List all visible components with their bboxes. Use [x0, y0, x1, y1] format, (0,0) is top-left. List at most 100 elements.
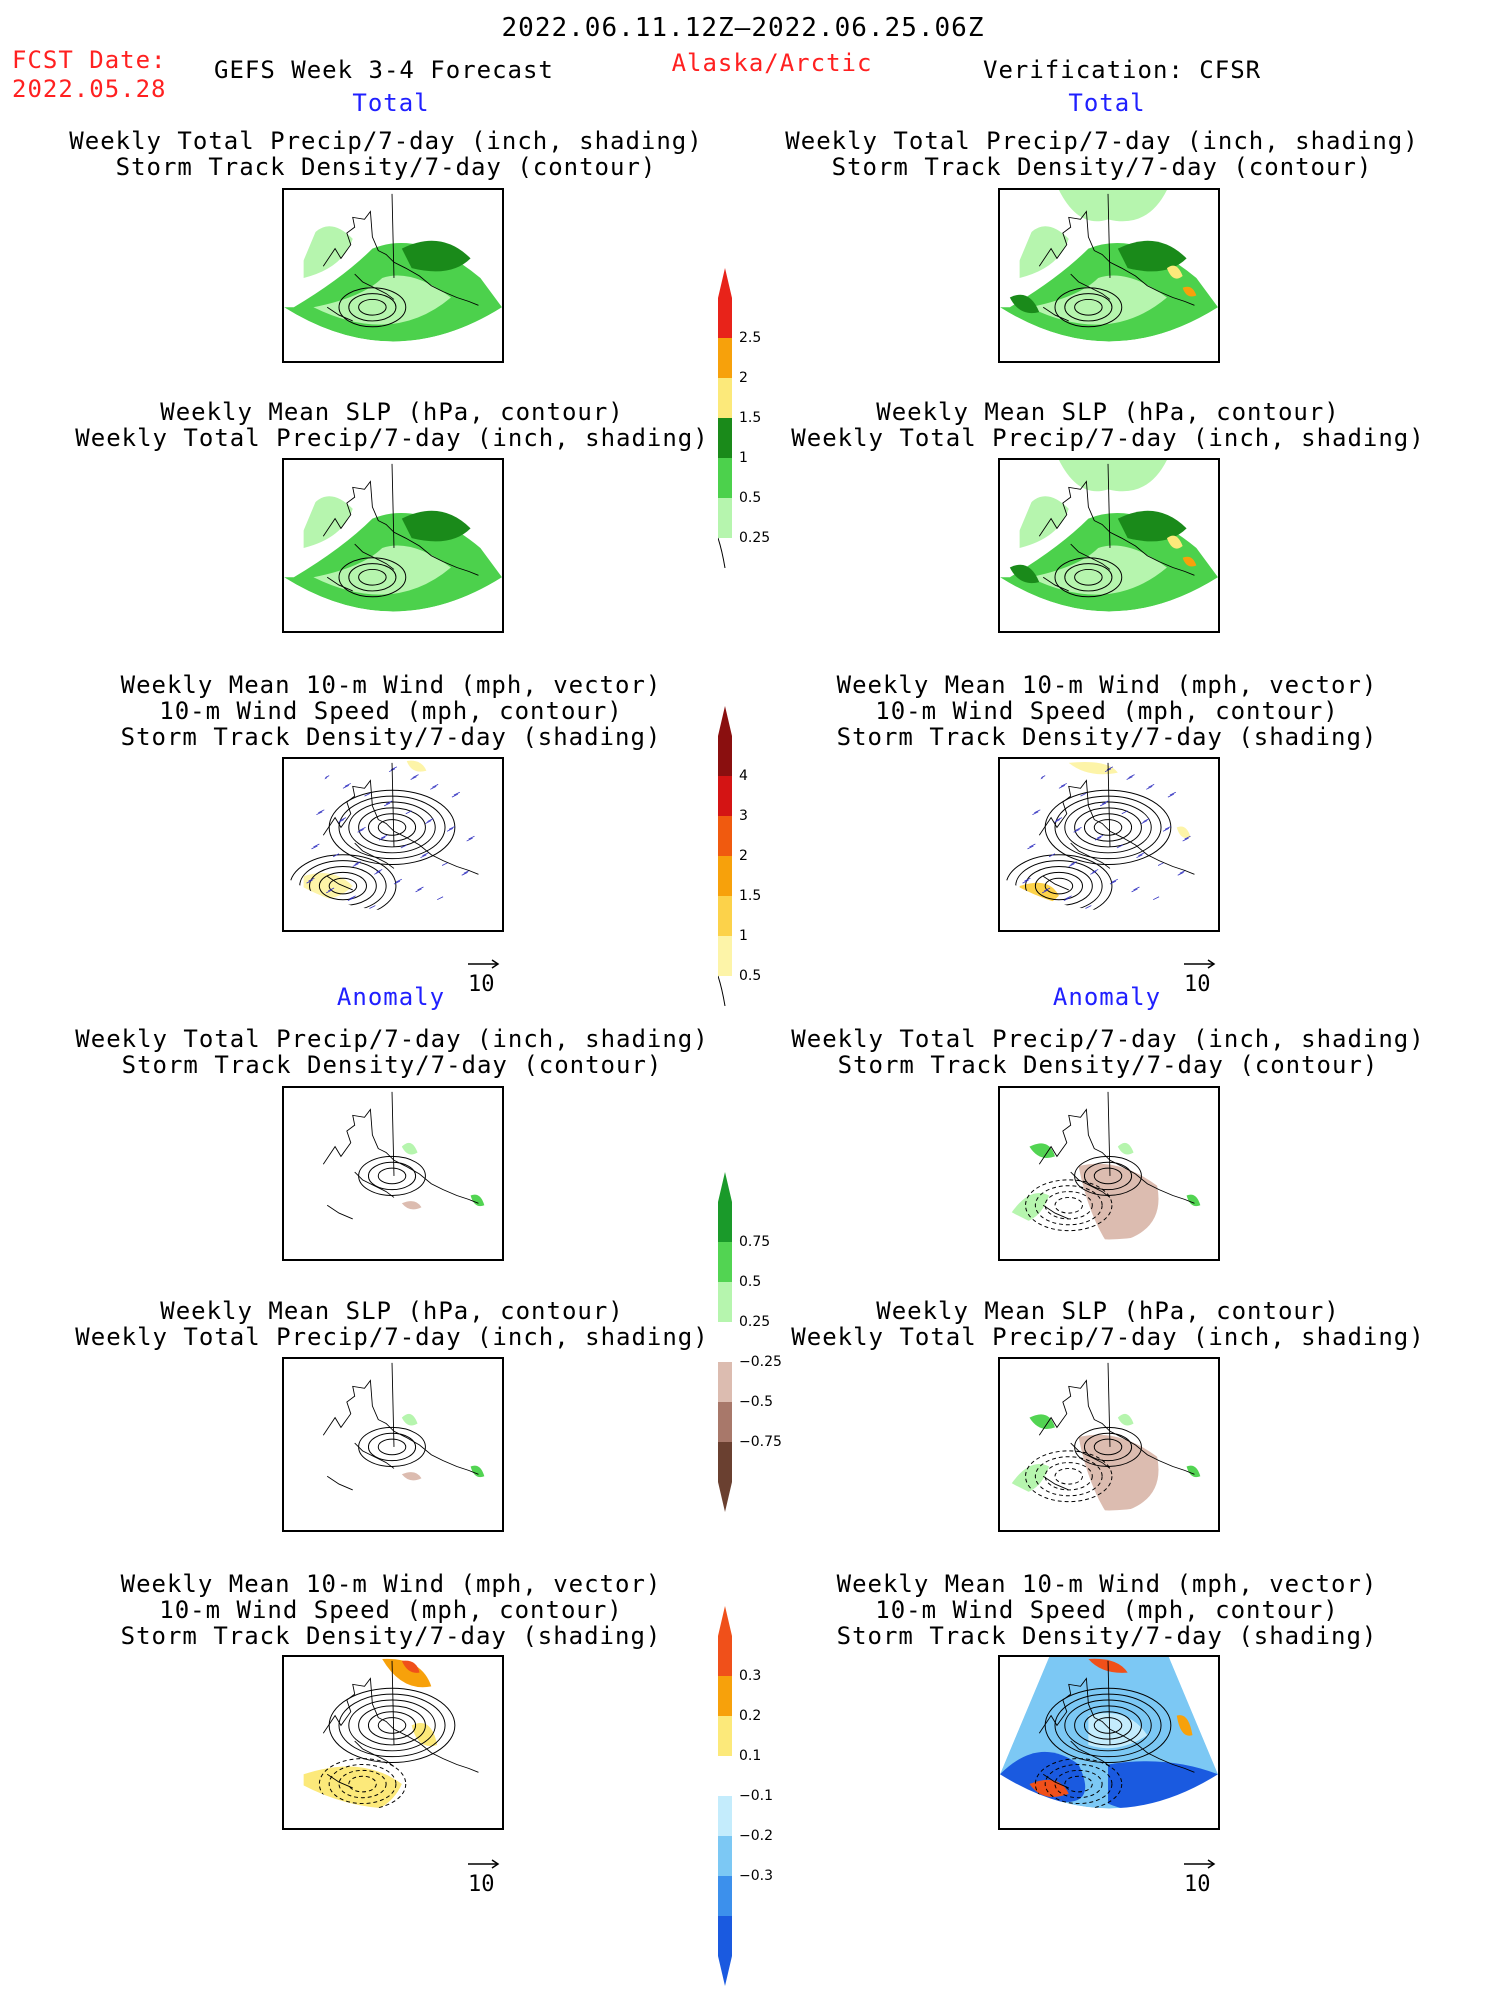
wind-vector: [432, 784, 439, 788]
precip-fill-light: [1019, 226, 1069, 278]
wind-vector: [417, 886, 424, 891]
wind-vector: [400, 844, 407, 849]
map-mask: [284, 460, 502, 631]
storm-fill: [1176, 826, 1191, 839]
map-mask: [284, 1088, 502, 1259]
storm-anom-fill: [382, 1658, 432, 1688]
map-graphic: [1000, 1088, 1218, 1259]
anom-precip-fill: [1029, 1143, 1055, 1158]
colorbar-tick-label: 2: [739, 848, 748, 864]
contour-line: [1034, 1758, 1123, 1810]
colorbar-tick-label: 0.25: [739, 1314, 771, 1330]
contour-line: [338, 795, 446, 860]
section-anomaly-left: Anomaly: [336, 983, 446, 1011]
colorbar-swatch: [718, 1916, 732, 1956]
map-graphic: [284, 1359, 502, 1530]
colorbar-tick-label: 4: [739, 768, 748, 784]
contour-line: [1093, 819, 1123, 836]
wind-vector: [1146, 786, 1153, 790]
contour-line: [1054, 795, 1162, 860]
title-total-precip-right: Weekly Total Precip/7-day (inch, shading…: [785, 127, 1419, 181]
contour-line: [1083, 813, 1133, 842]
wind-vector: [359, 827, 366, 831]
contour-line: [338, 1769, 387, 1799]
coastline: [322, 1362, 479, 1491]
colorbar-swatch: [718, 1402, 732, 1442]
colorbar-tick-label: 1: [739, 928, 748, 944]
title-total-wind-right: Weekly Mean 10-m Wind (mph, vector) 10-m …: [836, 671, 1378, 751]
contour-line: [1044, 1763, 1113, 1805]
contour-line: [377, 1167, 407, 1185]
wind-vector: [374, 871, 381, 875]
wind-vector: [376, 869, 383, 873]
map-anom-wind-forecast: [282, 1655, 504, 1830]
colorbar-graphic: [717, 268, 732, 569]
colorbar-swatch: [718, 298, 732, 338]
colorbar-swatch: [718, 1442, 732, 1482]
contour-line: [338, 557, 407, 598]
model-title: GEFS Week 3-4 Forecast: [214, 56, 554, 84]
wind-vector: [1182, 837, 1189, 842]
map-total-precip-verification: [998, 188, 1220, 363]
contour-line: [367, 1711, 417, 1740]
precip-fill-light: [313, 275, 451, 325]
map-mask: [1000, 759, 1218, 930]
wind-vector: [1141, 820, 1148, 824]
coastline: [1038, 463, 1195, 592]
wind-vector: [369, 905, 376, 909]
map-domain: [284, 1359, 502, 1511]
wind-vector: [466, 837, 473, 842]
title-anom-precip-left: Weekly Total Precip/7-day (inch, shading…: [75, 1025, 709, 1079]
title-total-precip-left: Weekly Total Precip/7-day (inch, shading…: [69, 127, 703, 181]
coastline: [322, 193, 479, 322]
colorbar-swatch: [718, 736, 732, 776]
contour-line: [1074, 807, 1142, 848]
wind-vector: [1095, 836, 1102, 841]
section-total-left: Total: [352, 89, 430, 117]
colorbar-tick-label: 1.5: [739, 888, 762, 904]
precip-fill-yellow: [1166, 535, 1183, 549]
title-total-slp-right: Weekly Mean SLP (hPa, contour) Weekly Tot…: [791, 398, 1425, 452]
anom-precip-fill: [470, 1194, 485, 1207]
contour-line: [1093, 1438, 1123, 1456]
map-graphic: [1000, 1657, 1218, 1828]
contour-line: [328, 877, 358, 895]
wind-vector: [1080, 792, 1087, 797]
colorbar-tick-label: 0.1: [739, 1748, 762, 1764]
wind-vector: [1022, 879, 1029, 884]
wind-vector: [1101, 800, 1109, 805]
colorbar-cap-bottom: [717, 975, 726, 1007]
colorbar-swatch: [718, 1362, 732, 1402]
map-anom-slp-forecast: [282, 1357, 504, 1532]
contour-line: [1044, 1687, 1172, 1764]
wind-vector: [463, 870, 470, 874]
colorbar-tick-label: 0.5: [739, 490, 762, 506]
precip-fill-light: [303, 226, 353, 278]
wind-vector: [332, 853, 340, 858]
wind-vector: [1058, 785, 1065, 789]
vector-reference-total-right: 10: [1182, 952, 1218, 996]
wind-vector: [422, 852, 429, 857]
vector-reference-anom-right: 10: [1182, 1852, 1218, 1896]
contour-line: [377, 819, 407, 836]
colorbar-swatch: [718, 1322, 732, 1362]
colorbar-swatch: [718, 378, 732, 418]
wind-vector: [1055, 817, 1063, 821]
vector-reference-label: 10: [468, 972, 495, 997]
wind-vector: [337, 819, 345, 823]
coastline: [1038, 1660, 1195, 1789]
map-mask: [1000, 1359, 1218, 1530]
map-graphic: [284, 460, 502, 631]
precip-fill-dark: [401, 240, 471, 272]
wind-vector: [1164, 826, 1172, 830]
wind-vector: [1162, 828, 1170, 832]
arrow-right-icon: [468, 959, 500, 969]
wind-vector: [379, 836, 386, 841]
section-total-right: Total: [1068, 89, 1146, 117]
wind-vector: [326, 889, 333, 894]
title-total-slp-left: Weekly Mean SLP (hPa, contour) Weekly Tot…: [75, 398, 709, 452]
map-mask: [284, 759, 502, 930]
map-graphic: [1000, 1359, 1218, 1530]
contour-line: [348, 1699, 436, 1752]
contour-line: [1054, 1467, 1083, 1485]
